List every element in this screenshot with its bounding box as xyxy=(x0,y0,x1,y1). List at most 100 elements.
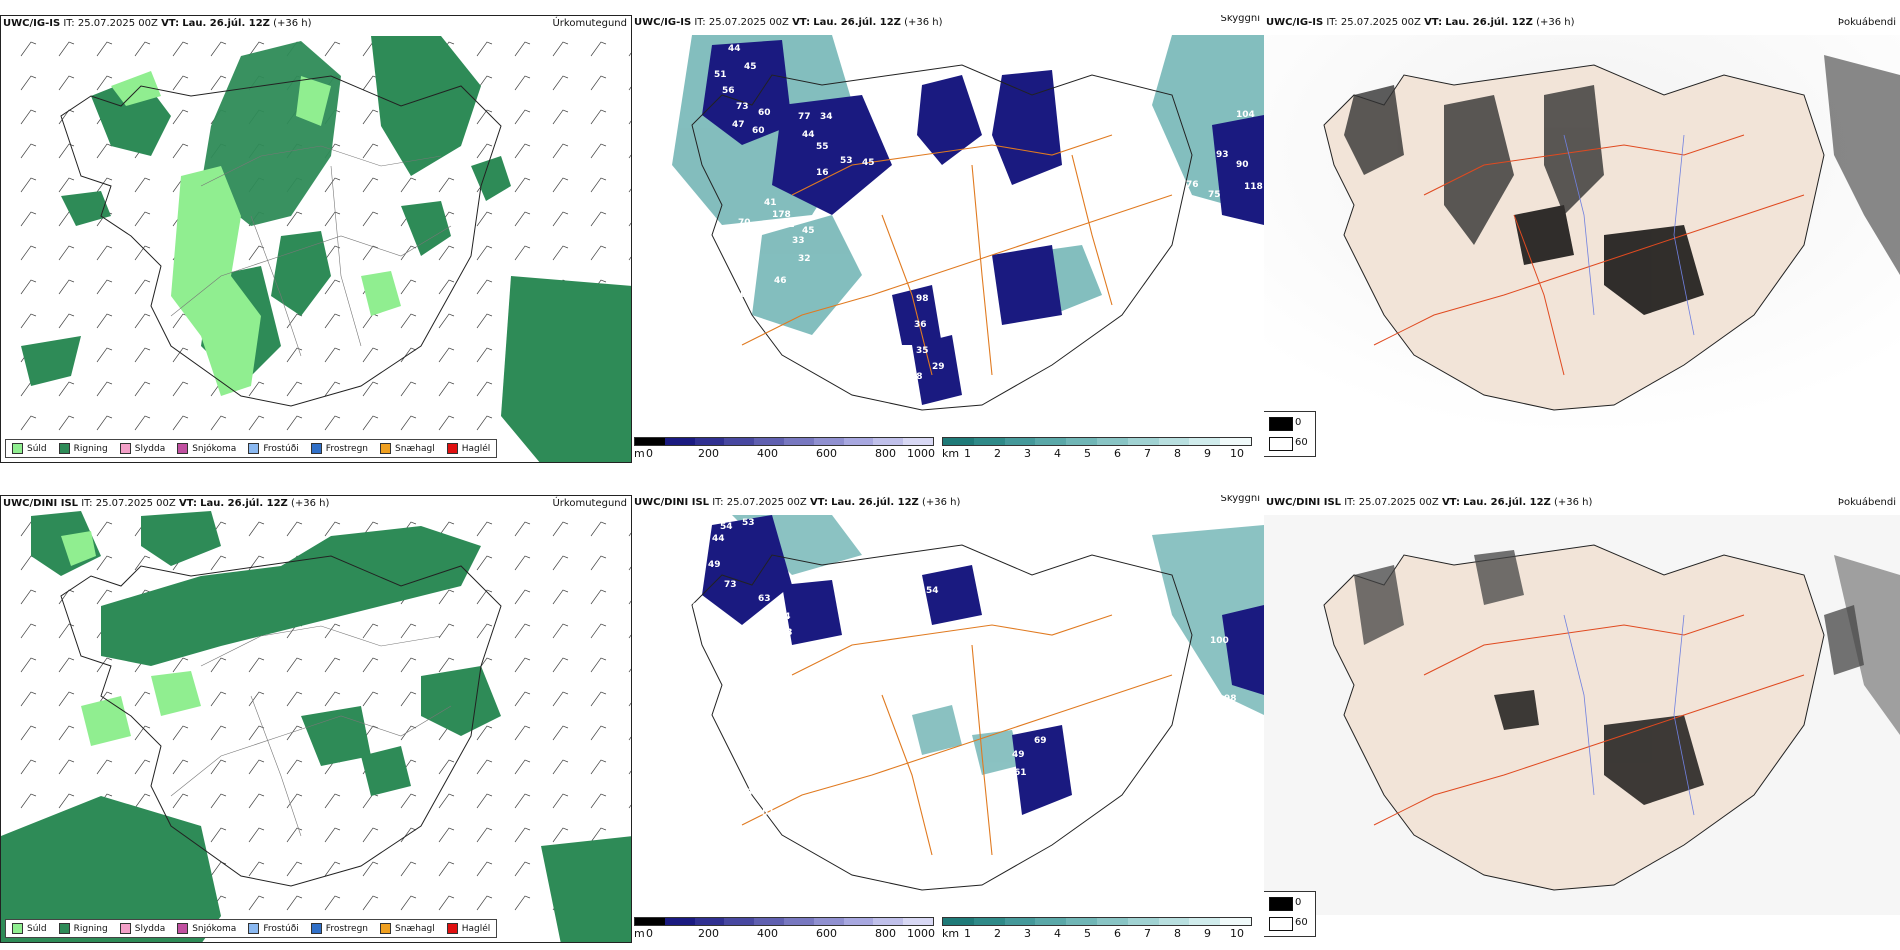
fog-map-canvas xyxy=(1264,35,1900,435)
wind-barb xyxy=(590,75,607,91)
wind-barb xyxy=(400,691,417,707)
iceland-coastline xyxy=(60,75,502,407)
panel-header: UWC/IG-IS IT: 25.07.2025 00Z VT: Lau. 26… xyxy=(3,18,312,29)
panel-header: UWC/IG-IS IT: 25.07.2025 00Z VT: Lau. 26… xyxy=(634,17,943,28)
wind-barb xyxy=(362,521,379,537)
legend-item: Frostregn xyxy=(310,443,368,454)
cloud-height-label: 60 xyxy=(734,290,747,300)
colorbar-segment xyxy=(903,918,933,925)
precip-type-legend: Súld Rigning Slydda Snjókoma Frostúði Fr… xyxy=(5,919,498,938)
wind-barb xyxy=(172,41,189,57)
vt-label: VT: xyxy=(178,498,197,509)
cloud-height-label: 47 xyxy=(732,120,745,130)
colorbar-segment xyxy=(973,438,1005,445)
wind-barb xyxy=(362,347,379,363)
cloud-height-label: 45 xyxy=(744,62,757,72)
wind-barb xyxy=(590,623,607,639)
legend-swatch xyxy=(12,443,23,454)
wind-barb xyxy=(20,143,37,159)
cloud-height-label: 70 xyxy=(738,218,751,228)
lead-time: (+36 h) xyxy=(290,498,330,509)
panel-header: UWC/DINI ISL IT: 25.07.2025 00Z VT: Lau.… xyxy=(634,497,960,508)
wind-barb xyxy=(552,109,569,125)
legend-label: Snjókoma xyxy=(192,923,237,934)
fog-legend: 0 60 xyxy=(1264,891,1316,937)
legend-label: Slydda xyxy=(134,443,166,454)
wind-barb xyxy=(96,75,113,91)
cloud-base-areas xyxy=(702,515,1264,815)
valid-time: Lau. 26.júl. 12Z xyxy=(1445,17,1533,28)
cloud-height-label: 44 xyxy=(802,130,815,140)
wind-barb xyxy=(210,827,227,843)
wind-barb xyxy=(514,759,531,775)
colorbar-segment xyxy=(724,918,755,925)
visibility-map-dini: UWC/DINI ISL IT: 25.07.2025 00Z VT: Lau.… xyxy=(632,495,1264,943)
wind-barb xyxy=(400,725,417,741)
colorbar-segment xyxy=(694,918,725,925)
legend-label: Slydda xyxy=(134,923,166,934)
wind-barb xyxy=(96,415,113,431)
cloud-height-label: 63 xyxy=(758,594,771,604)
legend-swatch xyxy=(446,923,458,934)
wind-barb xyxy=(248,793,265,809)
wind-barb xyxy=(362,177,379,193)
valid-time: Lau. 26.júl. 12Z xyxy=(182,18,270,29)
legend-label: Frostúði xyxy=(263,923,299,934)
precip-map-canvas xyxy=(1,511,631,942)
wind-barb xyxy=(96,279,113,295)
cloud-height-label: 55 xyxy=(816,142,829,152)
wind-barb xyxy=(286,415,303,431)
precip-type-map-dini: UWC/DINI ISL IT: 25.07.2025 00Z VT: Lau.… xyxy=(0,495,632,943)
legend-item: Slydda xyxy=(119,923,166,934)
iceland-land xyxy=(1323,544,1825,891)
colorbar-segment xyxy=(754,918,784,925)
legend-item: Súld xyxy=(12,443,47,454)
cloud-height-label: 80 xyxy=(774,848,787,858)
wind-barb xyxy=(58,313,75,329)
panel-title: Skyggni xyxy=(1220,495,1260,504)
rivers xyxy=(1563,614,1695,816)
wind-barb xyxy=(20,109,37,125)
cloud-height-label: 44 xyxy=(712,534,725,544)
legend-item: Slydda xyxy=(119,443,166,454)
wind-barb xyxy=(58,691,75,707)
wind-barb xyxy=(476,861,493,877)
wind-barb xyxy=(172,109,189,125)
wind-barb xyxy=(58,75,75,91)
tick-label: 9 xyxy=(1204,927,1211,940)
cloud-height-label: 77 xyxy=(798,112,811,122)
wind-barb xyxy=(552,759,569,775)
wind-barb xyxy=(552,589,569,605)
wind-barb xyxy=(324,793,341,809)
colorbar-segment xyxy=(1189,918,1221,925)
wind-barb xyxy=(400,313,417,329)
wind-barb xyxy=(400,657,417,673)
wind-barb xyxy=(20,41,37,57)
tick-label: 5 xyxy=(1084,447,1091,460)
cloud-height-label: 61 xyxy=(1014,768,1027,778)
colorbar-segment xyxy=(664,438,695,445)
tick-label: 6 xyxy=(1114,927,1121,940)
it-label: IT: xyxy=(712,497,724,508)
cloud-height-label: 88 xyxy=(884,594,897,604)
colorbar-segment xyxy=(783,918,814,925)
wind-barb xyxy=(438,347,455,363)
colorbar-segment xyxy=(754,438,784,445)
panel-header: UWC/DINI ISL IT: 25.07.2025 00Z VT: Lau.… xyxy=(3,498,329,509)
legend-swatch xyxy=(380,923,392,934)
wind-barb xyxy=(134,279,151,295)
panel-title: Skyggni xyxy=(1220,15,1260,24)
wind-barb xyxy=(134,381,151,397)
wind-barb xyxy=(476,589,493,605)
cloud-height-label: 69 xyxy=(1034,736,1047,746)
wind-barb xyxy=(286,657,303,673)
wind-barb xyxy=(362,313,379,329)
cloud-height-label: 43 xyxy=(740,788,753,798)
wind-barb xyxy=(20,725,37,741)
legend-item: Snæhagl xyxy=(380,443,435,454)
wind-barb xyxy=(552,521,569,537)
fog-offshore xyxy=(1834,555,1900,735)
wind-barb xyxy=(438,313,455,329)
